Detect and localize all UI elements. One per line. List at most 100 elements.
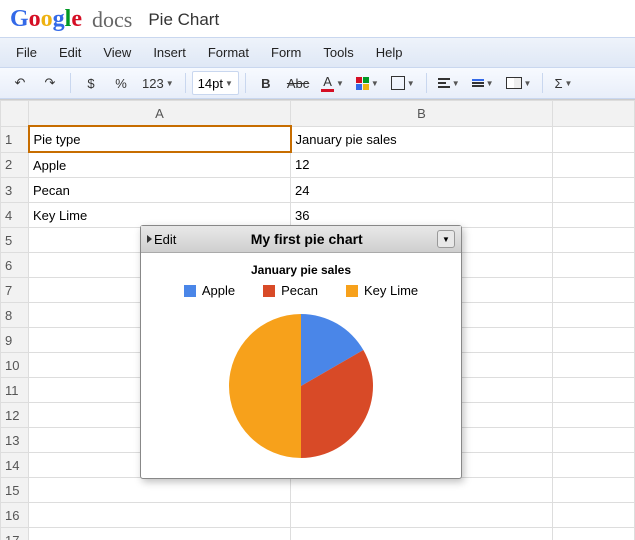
legend-label: Key Lime [364,283,418,298]
row-header[interactable]: 15 [1,478,29,503]
chart-menu-button[interactable]: ▼ [437,230,455,248]
cell[interactable]: January pie sales [291,126,553,152]
pie-slice [229,314,301,458]
cell[interactable] [553,403,635,428]
cell[interactable] [29,503,291,528]
legend-item: Apple [184,283,235,298]
row-header[interactable]: 14 [1,453,29,478]
cell[interactable] [291,503,553,528]
select-all-corner[interactable] [1,101,29,127]
legend-item: Key Lime [346,283,418,298]
borders-button[interactable]: ▼ [386,71,420,95]
cell[interactable] [553,478,635,503]
spreadsheet-grid[interactable]: A B 1Pie typeJanuary pie sales2Apple123P… [0,99,635,540]
menu-form[interactable]: Form [261,42,311,63]
bold-button[interactable]: B [252,71,280,95]
column-header-b[interactable]: B [291,101,553,127]
embedded-chart[interactable]: Edit My first pie chart ▼ January pie sa… [140,225,462,479]
menu-format[interactable]: Format [198,42,259,63]
cell[interactable]: Pie type [29,126,291,152]
pie-svg [221,306,381,466]
row-header[interactable]: 4 [1,203,29,228]
cell[interactable] [553,278,635,303]
row-header[interactable]: 6 [1,253,29,278]
merge-button[interactable]: ▼ [501,71,537,95]
cell[interactable] [553,152,635,178]
redo-button[interactable]: ↷ [36,71,64,95]
cell[interactable]: 36 [291,203,553,228]
menu-insert[interactable]: Insert [143,42,196,63]
cell[interactable] [29,528,291,540]
menu-bar: FileEditViewInsertFormatFormToolsHelp [0,37,635,68]
menu-edit[interactable]: Edit [49,42,91,63]
row-header[interactable]: 13 [1,428,29,453]
row-header[interactable]: 3 [1,178,29,203]
cell[interactable] [553,378,635,403]
number-format-button[interactable]: 123▼ [137,71,179,95]
cell[interactable] [291,478,553,503]
cell[interactable] [29,478,291,503]
column-header-c[interactable] [553,101,635,127]
cell[interactable]: 24 [291,178,553,203]
docs-logo: docs [92,7,132,33]
undo-button[interactable]: ↶ [6,71,34,95]
cell[interactable] [553,328,635,353]
legend-swatch [184,285,196,297]
cell[interactable] [553,428,635,453]
row-header[interactable]: 16 [1,503,29,528]
row-header[interactable]: 8 [1,303,29,328]
column-header-a[interactable]: A [29,101,291,127]
format-currency-button[interactable]: $ [77,71,105,95]
row-header[interactable]: 5 [1,228,29,253]
row-header[interactable]: 2 [1,152,29,178]
font-size-select[interactable]: 14pt▼ [192,71,239,95]
toolbar: ↶ ↷ $ % 123▼ 14pt▼ B Abc A▼ ▼ ▼ ▼ ▼ ▼ Σ▼ [0,68,635,99]
legend-item: Pecan [263,283,318,298]
cell[interactable] [553,253,635,278]
functions-button[interactable]: Σ▼ [549,71,577,95]
chart-title: My first pie chart [176,231,437,247]
row-header[interactable]: 11 [1,378,29,403]
chart-titlebar[interactable]: Edit My first pie chart ▼ [141,226,461,253]
pie-chart [151,306,451,466]
app-header: Google docs Pie Chart [0,0,635,37]
row-header[interactable]: 9 [1,328,29,353]
google-logo: Google [10,6,82,33]
legend-label: Apple [202,283,235,298]
row-header[interactable]: 1 [1,126,29,152]
chart-body: January pie sales ApplePecanKey Lime [141,253,461,478]
cell[interactable] [553,528,635,540]
chart-legend: Apple Pecan Key Lime [151,283,451,298]
cell[interactable] [553,126,635,152]
cell[interactable] [553,303,635,328]
cell[interactable] [291,528,553,540]
row-header[interactable]: 7 [1,278,29,303]
menu-view[interactable]: View [93,42,141,63]
doc-title[interactable]: Pie Chart [148,10,219,30]
row-header[interactable]: 17 [1,528,29,540]
align-button[interactable]: ▼ [433,71,465,95]
cell[interactable]: Key Lime [29,203,291,228]
legend-swatch [263,285,275,297]
menu-help[interactable]: Help [366,42,413,63]
cell[interactable] [553,453,635,478]
menu-file[interactable]: File [6,42,47,63]
cell[interactable] [553,503,635,528]
menu-tools[interactable]: Tools [313,42,363,63]
fill-color-button[interactable]: ▼ [351,71,384,95]
legend-swatch [346,285,358,297]
cell[interactable]: 12 [291,152,553,178]
text-color-button[interactable]: A▼ [316,71,349,95]
cell[interactable] [553,353,635,378]
chart-edit-button[interactable]: Edit [147,232,176,247]
cell[interactable] [553,178,635,203]
row-header[interactable]: 10 [1,353,29,378]
strikethrough-button[interactable]: Abc [282,71,314,95]
cell[interactable]: Apple [29,152,291,178]
row-header[interactable]: 12 [1,403,29,428]
cell[interactable] [553,228,635,253]
cell[interactable]: Pecan [29,178,291,203]
insert-button[interactable]: ▼ [467,71,499,95]
format-percent-button[interactable]: % [107,71,135,95]
cell[interactable] [553,203,635,228]
